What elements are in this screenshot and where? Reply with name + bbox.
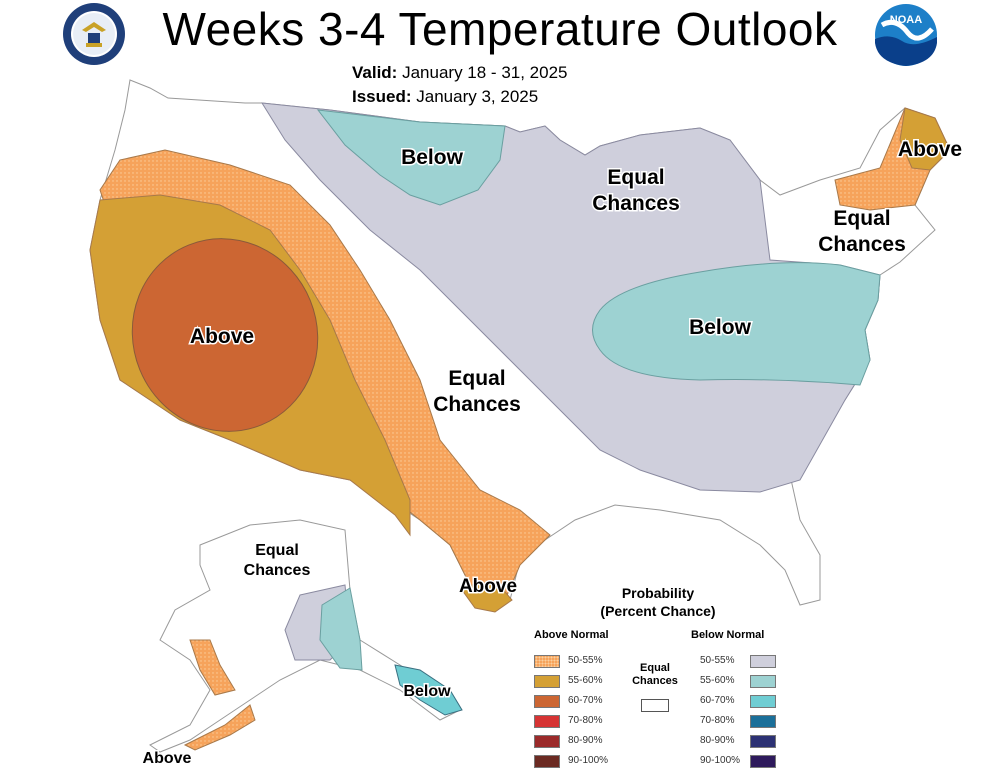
alaska-above-region [189,639,236,696]
below-north-region [316,109,506,206]
above-row-label-3: 70-80% [568,715,603,726]
north-below-label: Below [401,146,464,169]
below-swatch-5 [750,755,776,768]
valid-dates: Valid: January 18 - 31, 2025 [352,63,568,83]
probability-legend: Probability (Percent Chance) Above Norma… [528,584,798,770]
central-ec-label-1: Equal [448,367,505,390]
central-ec-label-2: Chances [433,393,521,416]
midwest-ec-label-2: Chances [592,192,680,215]
above-normal-header: Above Normal [534,629,609,641]
below-row-label-2: 60-70% [700,695,735,706]
above-swatch-0 [534,655,560,668]
west-above-label: Above [190,325,254,348]
above-60-70-region [131,238,319,432]
northeast-ec-label-1: Equal [833,207,890,230]
northeast-above-label: Above [898,138,962,161]
alaska-aleutian-above-region [183,704,256,751]
alaska-southeast-region [394,664,463,716]
above-55-60-texas-region [461,581,513,613]
above-swatch-1 [534,675,560,688]
east-below-label: Below [689,316,752,339]
below-swatch-3 [750,715,776,728]
valid-value: January 18 - 31, 2025 [402,63,568,82]
below-swatch-4 [750,735,776,748]
below-row-label-5: 90-100% [700,755,741,766]
noaa-logo-text: NOAA [890,14,922,26]
alaska-ec-label-2: Chances [244,562,311,579]
below-row-label-1: 55-60% [700,675,735,686]
above-swatch-3 [534,715,560,728]
above-row-label-0: 50-55% [568,655,603,666]
texas-above-label: Above [459,576,517,597]
below-row-label-3: 70-80% [700,715,735,726]
midwest-ec-label-1: Equal [607,166,664,189]
equal-chances-legend-label: Equal Chances [620,662,690,688]
equal-chances-line1: Equal [640,662,670,674]
above-row-label-2: 60-70% [568,695,603,706]
legend-title-line1: Probability [621,585,695,601]
legend-title-line2: (Percent Chance) [600,603,716,619]
above-swatch-2 [534,695,560,708]
equal-chances-line2: Chances [632,675,678,687]
alaska-ec-label-1: Equal [255,542,299,559]
issued-value: January 3, 2025 [416,87,539,106]
above-row-label-1: 55-60% [568,675,603,686]
below-swatch-0 [750,655,776,668]
map-title: Weeks 3-4 Temperature Outlook [162,3,838,55]
commerce-seal-icon [63,3,125,65]
northeast-ec-label-2: Chances [818,233,906,256]
issued-date: Issued: January 3, 2025 [352,87,538,107]
alaska-below-55-60-region [319,587,363,671]
issued-label: Issued: [352,87,412,106]
above-55-60-maine-region [899,107,951,171]
legend-title: Probability (Percent Chance) [558,584,758,620]
below-swatch-1 [750,675,776,688]
above-swatch-5 [534,755,560,768]
above-swatch-4 [534,735,560,748]
alaska-below-label: Below [403,683,451,700]
above-row-label-4: 80-90% [568,735,603,746]
noaa-logo-icon: NOAA [875,4,937,66]
equal-chances-swatch [641,699,669,712]
below-row-label-0: 50-55% [700,655,735,666]
below-east-region [592,262,881,386]
alaska-above-label: Above [143,750,192,767]
below-swatch-2 [750,695,776,708]
below-normal-header: Below Normal [691,629,765,641]
above-row-label-5: 90-100% [568,755,609,766]
valid-label: Valid: [352,63,398,82]
below-row-label-4: 80-90% [700,735,735,746]
